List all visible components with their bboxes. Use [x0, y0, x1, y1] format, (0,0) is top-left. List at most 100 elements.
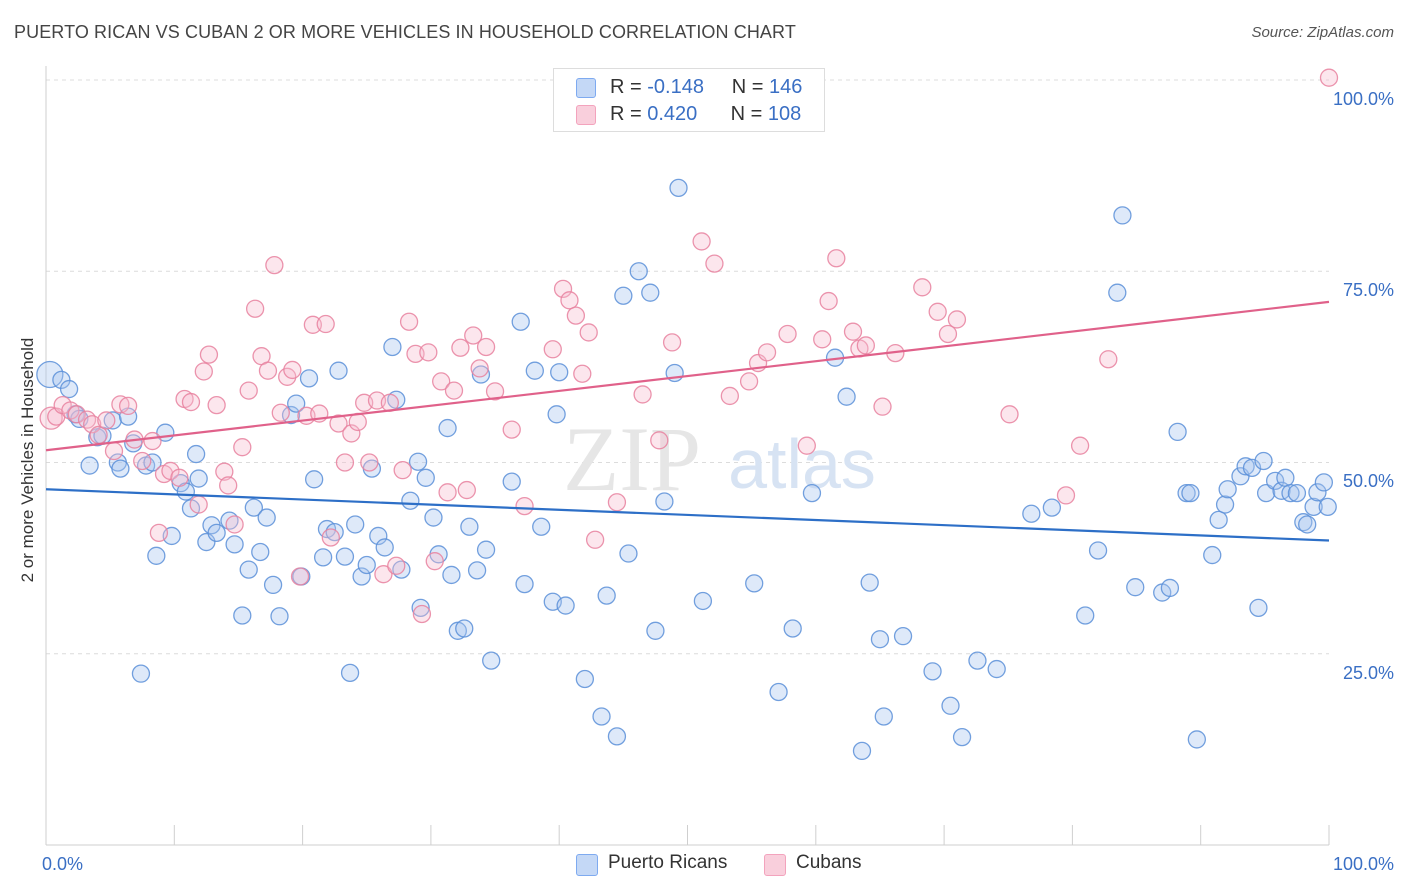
- data-point: [1308, 483, 1327, 502]
- data-point: [757, 343, 777, 362]
- data-point: [1287, 483, 1307, 503]
- data-point: [482, 651, 501, 670]
- data-point: [118, 396, 138, 416]
- bottom-legend-swatch-blue: [576, 854, 598, 876]
- data-point: [1256, 483, 1276, 503]
- data-point: [374, 565, 393, 584]
- data-point: [411, 598, 430, 617]
- data-point: [860, 573, 879, 592]
- data-point: [1113, 206, 1132, 225]
- data-point: [186, 444, 206, 464]
- data-point: [360, 453, 379, 472]
- data-point: [245, 299, 265, 318]
- data-point: [941, 696, 960, 715]
- source-label: Source: ZipAtlas.com: [1251, 24, 1394, 41]
- data-point: [778, 324, 797, 344]
- bottom-legend-label: Cubans: [796, 852, 862, 873]
- data-point: [1000, 405, 1019, 424]
- data-point: [1242, 458, 1262, 478]
- data-point: [399, 312, 419, 331]
- data-point: [104, 441, 124, 461]
- data-point: [225, 535, 244, 554]
- y-tick-label: 100.0%: [1333, 89, 1394, 109]
- data-point: [1319, 68, 1339, 87]
- data-point: [149, 523, 169, 543]
- data-point: [739, 372, 759, 391]
- data-point: [1108, 283, 1127, 302]
- data-point: [287, 394, 306, 413]
- data-point: [342, 424, 361, 443]
- data-point: [59, 379, 79, 399]
- data-point: [1215, 495, 1235, 514]
- data-point: [1298, 515, 1317, 534]
- legend-swatch-pink: [576, 105, 596, 125]
- data-point: [219, 476, 238, 495]
- data-point: [111, 395, 130, 414]
- series-puerto-ricans: [36, 178, 1337, 761]
- data-point: [485, 382, 505, 401]
- data-point: [797, 436, 816, 455]
- data-point: [928, 302, 947, 321]
- data-point: [189, 495, 208, 514]
- data-point: [181, 392, 201, 412]
- data-point: [566, 306, 586, 325]
- data-point: [1249, 598, 1268, 617]
- data-point: [467, 561, 487, 580]
- data-point: [197, 532, 216, 552]
- data-point: [194, 362, 213, 381]
- data-point: [874, 707, 893, 726]
- data-point: [143, 431, 162, 451]
- trend-lines: [45, 300, 1330, 542]
- data-point: [215, 462, 234, 481]
- data-point: [1209, 510, 1228, 530]
- data-point: [669, 178, 688, 198]
- watermark-atlas: atlas: [728, 425, 876, 503]
- data-point: [745, 574, 764, 593]
- data-point: [705, 254, 724, 273]
- data-point: [592, 707, 611, 726]
- data-point: [464, 326, 483, 345]
- data-point: [913, 278, 932, 297]
- data-point: [525, 361, 544, 380]
- data-point: [893, 627, 913, 646]
- data-point: [619, 544, 638, 563]
- data-point: [1236, 457, 1255, 476]
- data-point: [629, 262, 648, 281]
- data-point: [543, 340, 562, 359]
- data-point: [329, 361, 348, 380]
- data-point: [1281, 483, 1300, 503]
- data-point: [923, 662, 942, 681]
- axes: [45, 66, 1330, 846]
- data-point: [938, 324, 958, 344]
- data-point: [265, 255, 284, 275]
- x-tick-label: 0.0%: [42, 854, 83, 874]
- data-point: [52, 370, 71, 390]
- data-point: [1022, 504, 1041, 523]
- data-point: [947, 310, 967, 329]
- data-point: [1254, 451, 1273, 471]
- trend-line: [45, 488, 1330, 542]
- legend-swatch-blue: [576, 78, 596, 98]
- data-point: [1276, 468, 1295, 487]
- data-point: [870, 630, 890, 649]
- data-point: [532, 517, 551, 536]
- data-point: [425, 552, 444, 571]
- data-point: [646, 621, 665, 640]
- data-point: [369, 526, 388, 546]
- data-point: [244, 498, 263, 517]
- data-point: [111, 459, 130, 478]
- data-point: [457, 480, 476, 500]
- data-point: [1126, 578, 1145, 597]
- data-point: [1056, 486, 1076, 505]
- data-point: [1203, 545, 1222, 565]
- data-point: [424, 508, 443, 527]
- data-point: [36, 360, 64, 389]
- data-point: [607, 727, 627, 746]
- data-point: [650, 431, 669, 450]
- data-point: [189, 469, 208, 488]
- legend: R = -0.148 N = 146 R = 0.420 N = 108: [553, 68, 825, 132]
- data-point: [556, 596, 575, 615]
- data-point: [579, 323, 598, 342]
- data-point: [987, 659, 1006, 679]
